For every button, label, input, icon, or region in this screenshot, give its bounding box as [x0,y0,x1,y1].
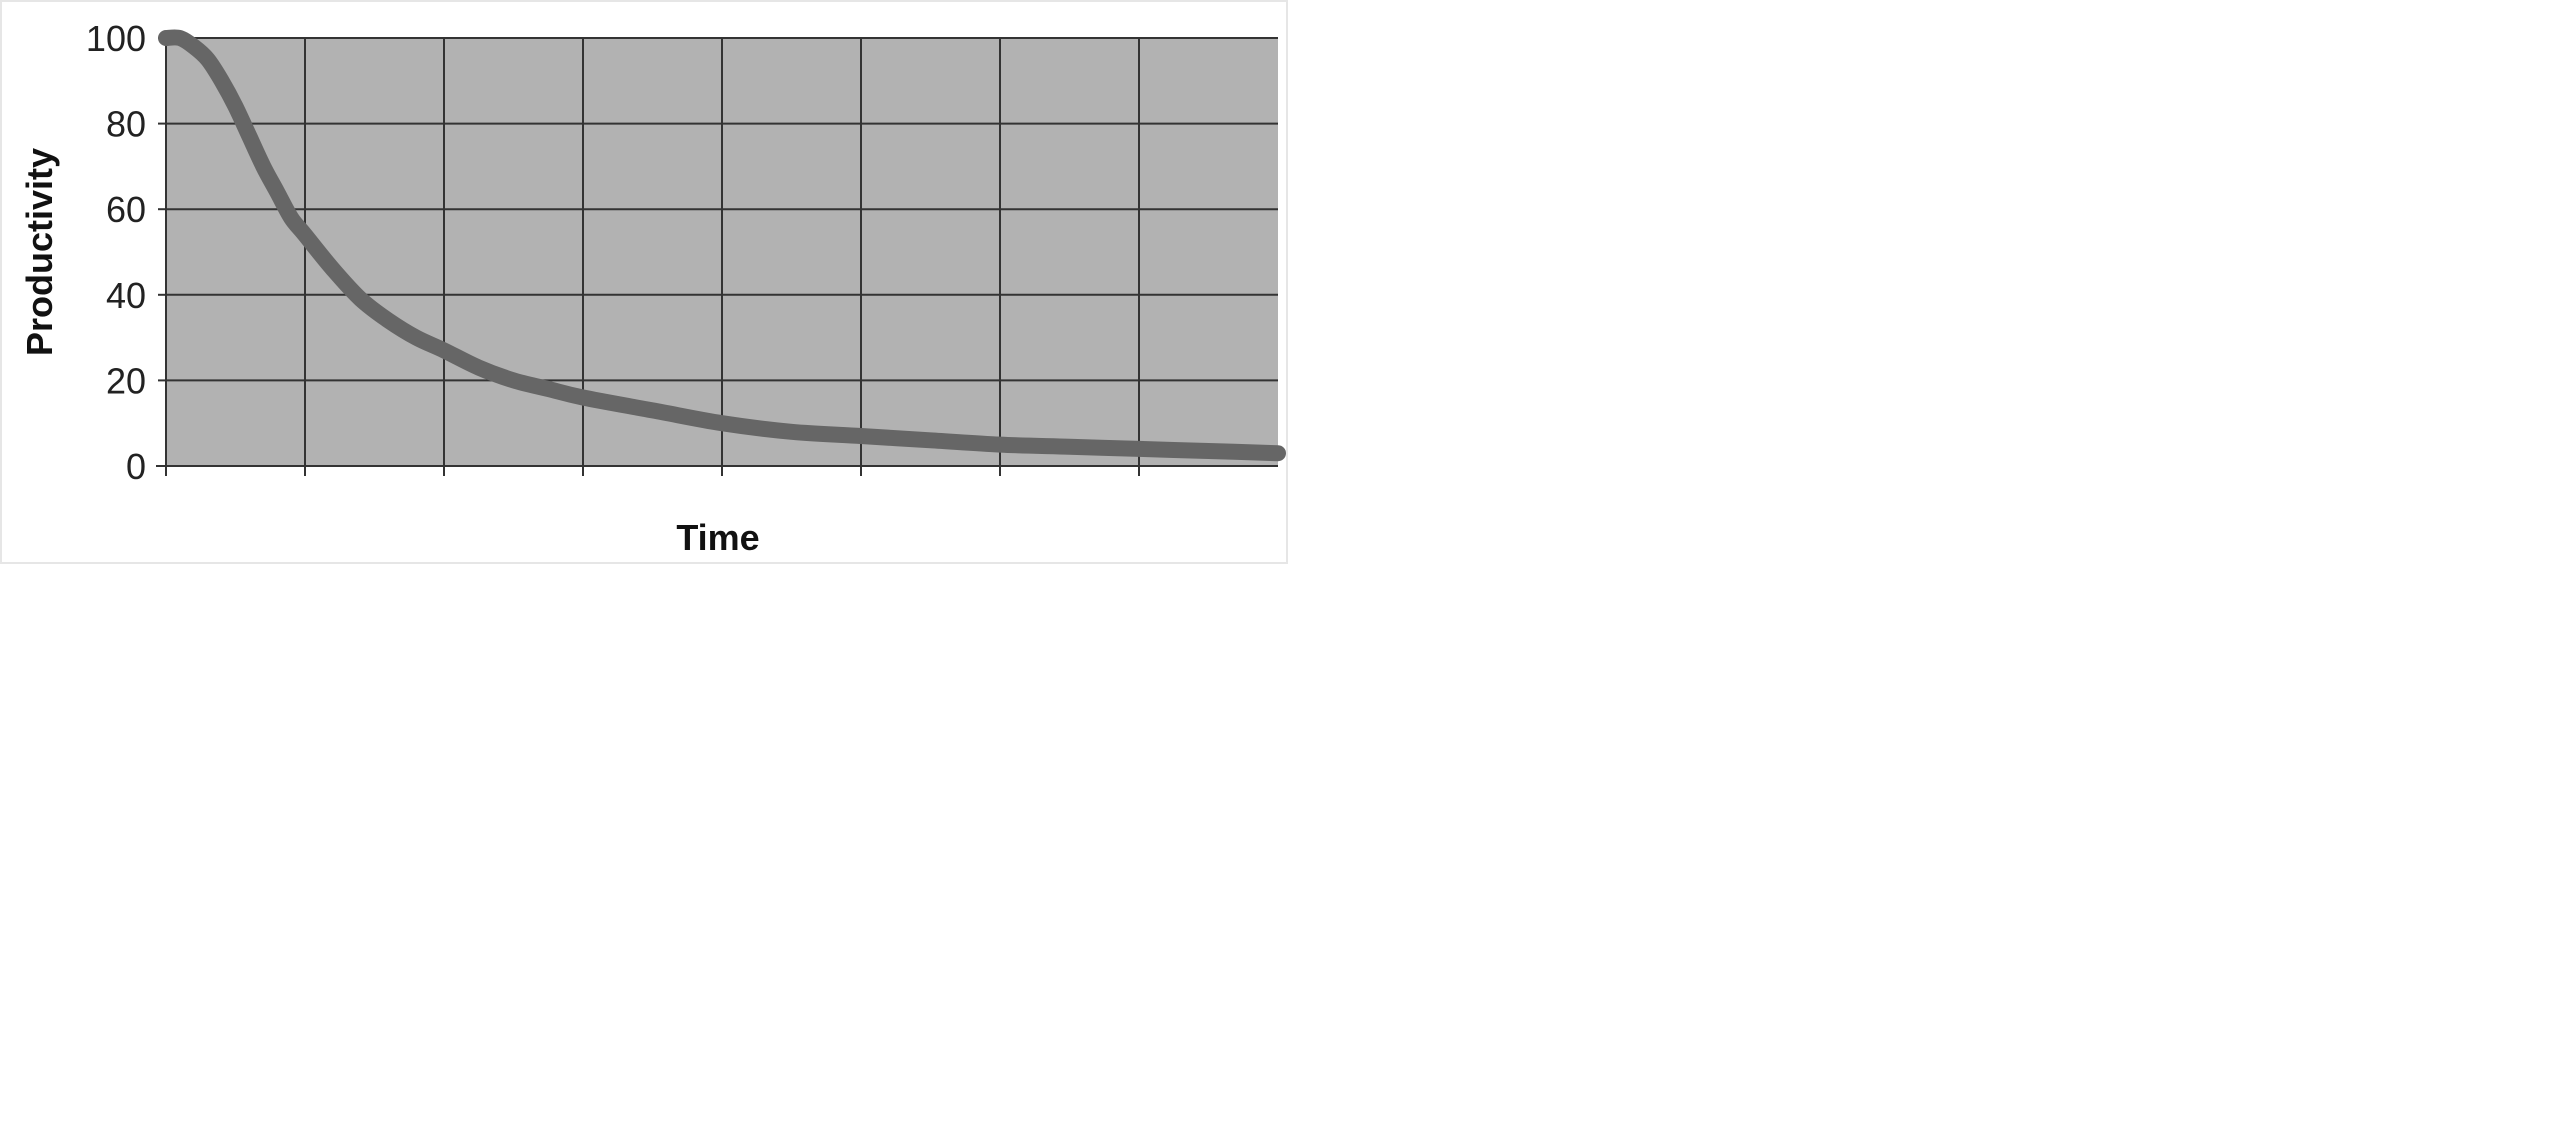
y-tick-label: 20 [106,360,146,401]
y-axis-title: Productivity [19,148,60,356]
y-tick-labels: 0 20 40 60 80 100 [86,18,146,487]
chart-container: 0 20 40 60 80 100 Productivity Time [0,0,1288,564]
line-chart: 0 20 40 60 80 100 Productivity Time [19,18,1286,558]
series-layer [158,29,1286,462]
y-tick-label: 60 [106,189,146,230]
y-tick-label: 80 [106,104,146,145]
gridlines [166,37,1278,476]
productivity-series-line [158,29,1286,462]
y-tick-label: 40 [106,275,146,316]
x-axis-title: Time [676,517,759,558]
y-tick-label: 0 [126,446,146,487]
y-tick-label: 100 [86,18,146,59]
